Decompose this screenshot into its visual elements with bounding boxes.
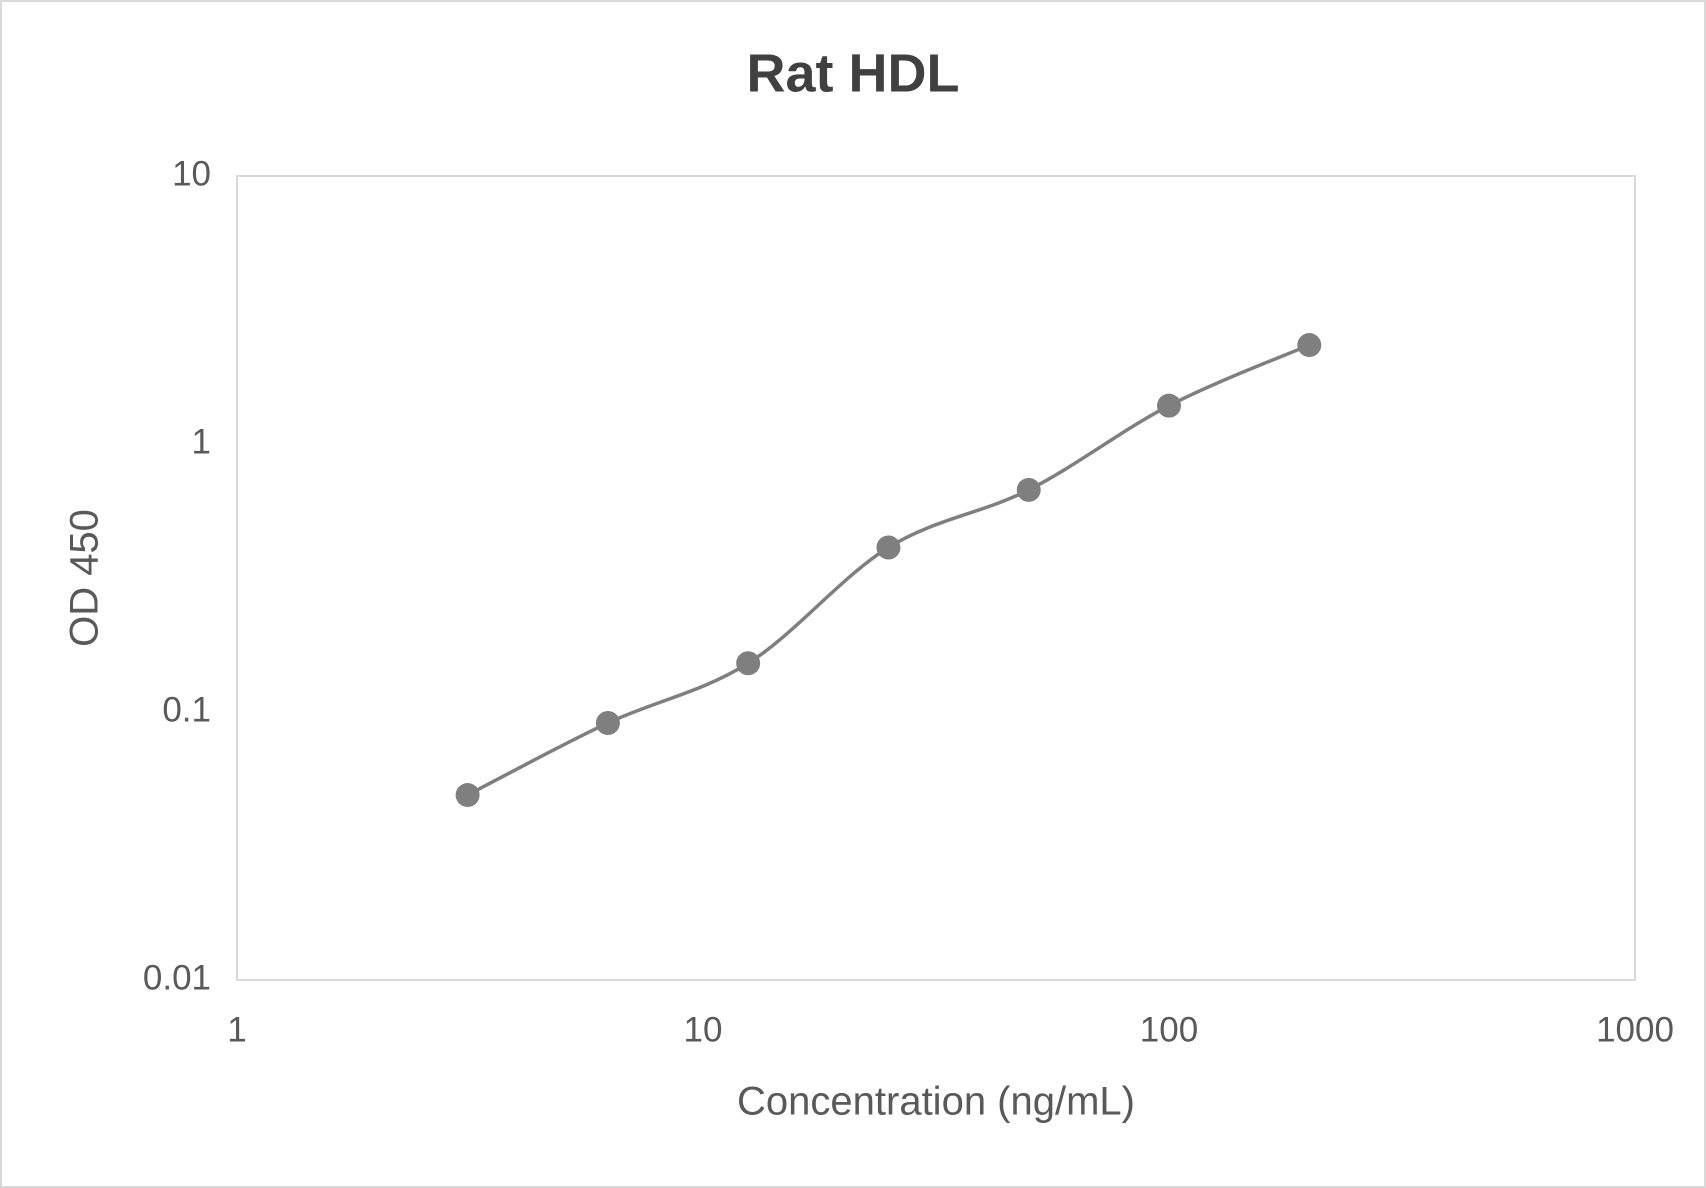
y-tick-label: 0.1 [162, 690, 211, 729]
x-tick-label: 100 [1140, 1010, 1198, 1049]
chart-title: Rat HDL [747, 43, 960, 103]
x-tick-label: 1 [227, 1010, 246, 1049]
x-axis-title: Concentration (ng/mL) [737, 1080, 1135, 1124]
data-point [736, 651, 761, 676]
data-point [455, 783, 480, 808]
data-point [1157, 393, 1181, 418]
y-tick-label: 10 [172, 154, 211, 193]
x-tick-label: 10 [684, 1010, 723, 1049]
data-point [876, 535, 901, 560]
data-point [1016, 477, 1041, 502]
plot-area [236, 175, 1636, 981]
x-tick-label: 1000 [1596, 1010, 1674, 1049]
data-point [1297, 333, 1322, 358]
y-tick-label: 1 [192, 422, 211, 461]
y-axis-title: OD 450 [63, 509, 107, 647]
y-tick-label: 0.01 [143, 958, 211, 997]
data-point [595, 710, 620, 735]
